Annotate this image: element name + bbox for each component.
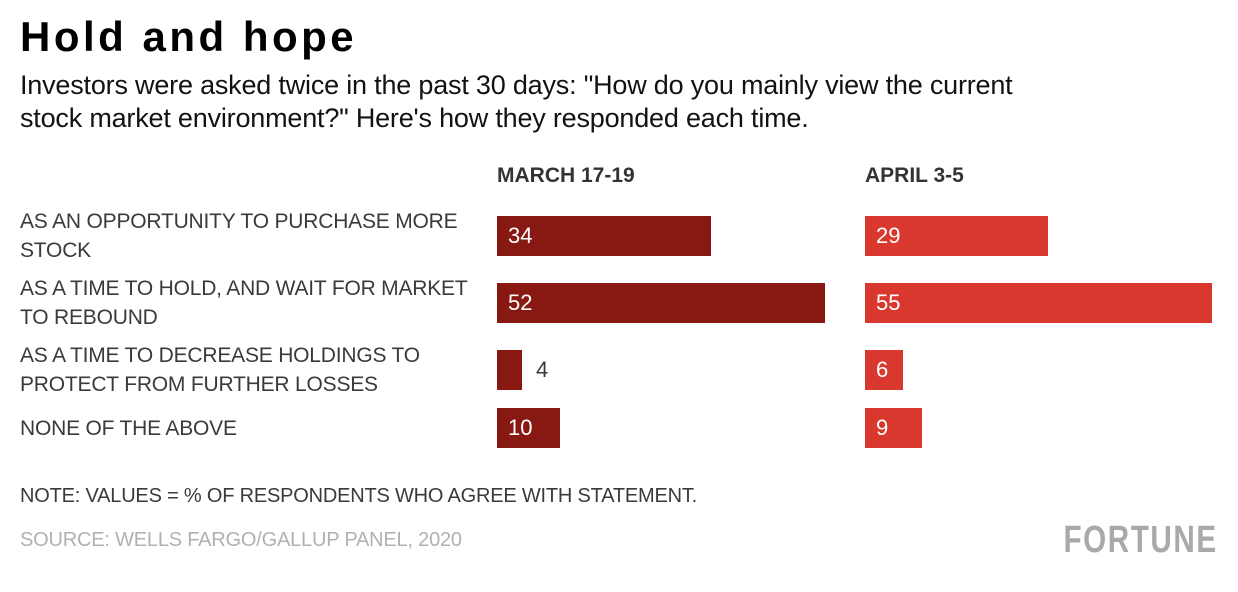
bar-april: 9 [865,408,922,449]
source-text: SOURCE: WELLS FARGO/GALLUP PANEL, 2020 [20,528,462,551]
bar-march: 34 [497,216,711,257]
column-header-march: MARCH 17-19 [497,164,635,188]
column-headers: MARCH 17-19 APRIL 3-5 [20,164,1218,188]
bar-cell-april: 29 [865,216,1218,257]
chart-page: Hold and hope Investors were asked twice… [20,13,1218,559]
bar-value-label: 34 [508,223,533,249]
bar-cell-april: 9 [865,408,1218,449]
bar-chart: AS AN OPPORTUNITY TO PURCHASE MORE STOCK… [20,207,1218,449]
footer-row: SOURCE: WELLS FARGO/GALLUP PANEL, 2020 F… [20,521,1218,559]
column-header-april: APRIL 3-5 [865,164,964,188]
bar-cell-march: 34 [497,216,865,257]
row-label: NONE OF THE ABOVE [20,416,237,440]
row-label: AS AN OPPORTUNITY TO PURCHASE MORE STOCK [20,210,458,263]
bar-value-label: 10 [508,415,533,441]
bar-cell-march: 10 [497,408,865,449]
bar-march: 52 [497,283,825,324]
row-label: AS A TIME TO DECREASE HOLDINGS TO PROTEC… [20,344,420,397]
bar-value-label: 4 [536,357,549,383]
row-label: AS A TIME TO HOLD, AND WAIT FOR MARKET T… [20,277,468,330]
bar-value-label: 9 [876,415,889,441]
bar-march: 10 [497,408,560,449]
chart-row: AS AN OPPORTUNITY TO PURCHASE MORE STOCK… [20,207,1218,265]
fortune-logo: FORTUNE [1063,519,1218,562]
bar-value-label: 6 [876,357,889,383]
bar-cell-april: 55 [865,283,1218,324]
bar-april: 29 [865,216,1048,257]
bar-april: 6 [865,350,903,391]
bar-cell-april: 6 [865,350,1218,391]
chart-row: AS A TIME TO HOLD, AND WAIT FOR MARKET T… [20,274,1218,332]
chart-title: Hold and hope [20,13,358,60]
bar-cell-march: 52 [497,283,865,324]
bar-cell-march: 4 [497,350,865,391]
bar-value-label: 55 [876,290,901,316]
bar-april: 55 [865,283,1212,324]
chart-subtitle: Investors were asked twice in the past 3… [20,70,1013,134]
chart-row: NONE OF THE ABOVE 10 9 [20,408,1218,449]
bar-march [497,350,522,391]
chart-row: AS A TIME TO DECREASE HOLDINGS TO PROTEC… [20,341,1218,399]
bar-value-label: 52 [508,290,533,316]
note-text: NOTE: VALUES = % OF RESPONDENTS WHO AGRE… [20,485,698,508]
bar-value-label: 29 [876,223,901,249]
